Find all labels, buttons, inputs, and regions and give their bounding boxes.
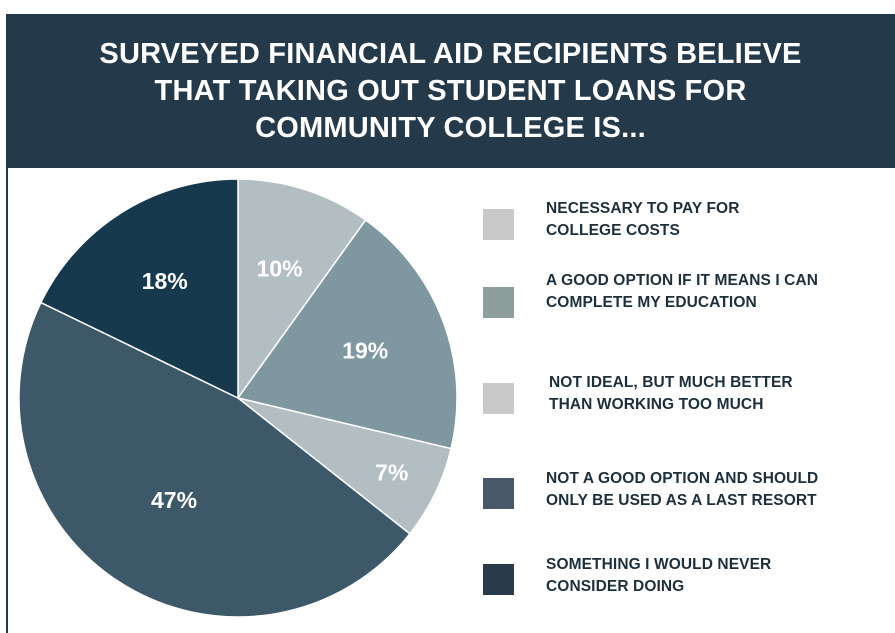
- legend-swatch: [483, 564, 514, 595]
- legend-label: NOT A GOOD OPTION AND SHOULD ONLY BE USED…: [546, 470, 819, 509]
- legend-swatch: [483, 478, 514, 509]
- legend-label: A GOOD OPTION IF IT MEANS I CAN COMPLETE …: [546, 272, 819, 311]
- legend-label: NECESSARY TO PAY FOR COLLEGE COSTS: [546, 200, 740, 239]
- chart-legend: NECESSARY TO PAY FOR COLLEGE COSTS A GOOD…: [483, 198, 893, 608]
- legend-swatch: [483, 287, 514, 318]
- legend-item: NECESSARY TO PAY FOR COLLEGE COSTS: [483, 198, 893, 248]
- legend-label: NOT IDEAL, BUT MUCH BETTER THAN WORKING T…: [549, 374, 793, 413]
- slice-label: 10%: [257, 256, 303, 282]
- left-border-rule: [6, 168, 8, 633]
- pie-slice: [39, 178, 239, 400]
- title-line: THAT TAKING OUT STUDENT LOANS FOR: [154, 74, 747, 107]
- slice-label: 7%: [375, 459, 408, 485]
- slice-label: 47%: [151, 487, 197, 513]
- legend-swatch: [483, 209, 514, 240]
- legend-item: NOT A GOOD OPTION AND SHOULD ONLY BE USED…: [483, 468, 893, 518]
- pie-chart: 10% 19% 7% 47% 18%: [18, 178, 458, 618]
- slice-label: 18%: [142, 268, 188, 294]
- legend-item: NOT IDEAL, BUT MUCH BETTER THAN WORKING T…: [483, 372, 893, 422]
- title-line: SURVEYED FINANCIAL AID RECIPIENTS BELIEV…: [99, 37, 802, 70]
- title-line: COMMUNITY COLLEGE IS...: [255, 111, 646, 144]
- legend-label: SOMETHING I WOULD NEVER CONSIDER DOING: [546, 556, 772, 595]
- pie-slice: [236, 218, 458, 450]
- chart-title: SURVEYED FINANCIAL AID RECIPIENTS BELIEV…: [6, 14, 895, 168]
- slice-label: 19%: [342, 337, 388, 363]
- legend-swatch: [483, 383, 514, 414]
- pie-slice: [237, 178, 367, 401]
- pie-slice: [18, 301, 411, 618]
- legend-item: A GOOD OPTION IF IT MEANS I CAN COMPLETE …: [483, 270, 893, 320]
- legend-item: SOMETHING I WOULD NEVER CONSIDER DOING: [483, 554, 893, 604]
